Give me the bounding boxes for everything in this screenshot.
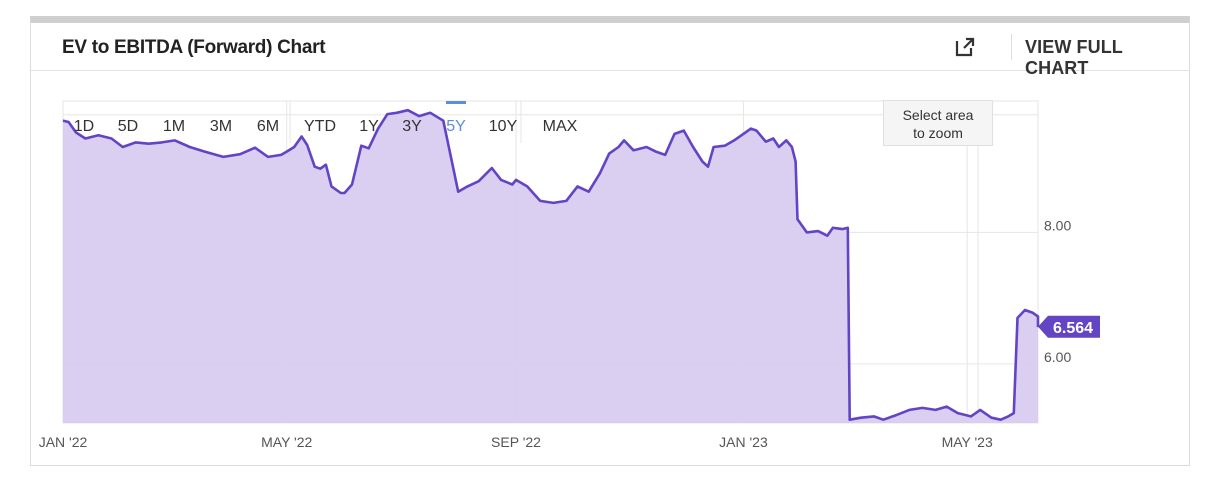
- view-full-chart-button[interactable]: VIEW FULL CHART: [1025, 37, 1123, 78]
- range-button-5y[interactable]: 5Y: [446, 118, 466, 135]
- range-active-indicator: [446, 101, 466, 104]
- range-button-1y[interactable]: 1Y: [359, 118, 379, 135]
- zoom-hint: Select area to zoom: [883, 100, 993, 146]
- chart-title: EV to EBITDA (Forward) Chart: [62, 37, 326, 58]
- zoom-hint-line-1: Select area: [902, 107, 974, 123]
- last-value-badge: [1038, 315, 1100, 338]
- range-button-3m[interactable]: 3M: [210, 118, 232, 135]
- y-tick-label: 8.00: [1044, 217, 1071, 233]
- zoom-hint-line-2: to zoom: [913, 125, 963, 141]
- x-tick-label: MAY '22: [261, 434, 312, 450]
- series-line: [62, 108, 1040, 421]
- x-tick-label: JAN '22: [39, 434, 88, 450]
- external-link-icon[interactable]: [953, 35, 977, 59]
- range-button-6m[interactable]: 6M: [257, 118, 279, 135]
- range-button-10y[interactable]: 10Y: [489, 118, 518, 135]
- last-value-label: 6.564: [1053, 320, 1093, 337]
- chart-header: EV to EBITDA (Forward) Chart VIEW FULL C…: [31, 23, 1189, 78]
- x-tick-label: MAY '23: [942, 434, 993, 450]
- range-button-1d[interactable]: 1D: [74, 118, 94, 135]
- range-button-max[interactable]: MAX: [543, 118, 578, 135]
- x-tick-label: JAN '23: [719, 434, 768, 450]
- series-area: [63, 110, 1038, 423]
- header-divider: [1011, 34, 1012, 60]
- range-button-1m[interactable]: 1M: [163, 118, 185, 135]
- range-button-3y[interactable]: 3Y: [402, 118, 422, 135]
- range-button-ytd[interactable]: YTD: [304, 118, 336, 135]
- x-tick-label: SEP '22: [491, 434, 541, 450]
- range-button-5d[interactable]: 5D: [118, 118, 138, 135]
- y-tick-label: 6.00: [1044, 349, 1071, 365]
